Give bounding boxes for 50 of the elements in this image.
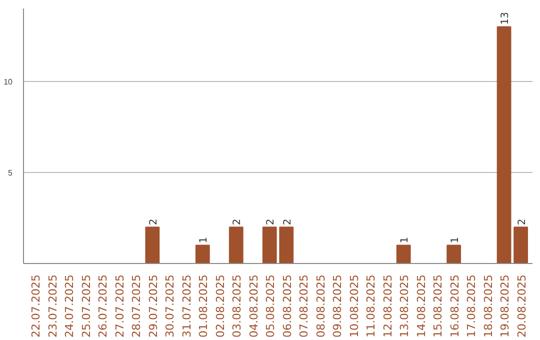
x-tick-label: 20.08.2025 <box>515 274 528 338</box>
data-label: 13 <box>500 12 512 25</box>
x-tick-label: 01.08.2025 <box>197 274 210 338</box>
x-tick-label: 31.07.2025 <box>180 274 194 338</box>
data-label: 2 <box>266 218 277 226</box>
x-tick-label: 06.08.2025 <box>280 274 294 338</box>
x-tick-label: 22.07.2025 <box>30 274 43 338</box>
data-label: 1 <box>198 236 210 244</box>
x-tick-label: 03.08.2025 <box>230 274 244 338</box>
x-tick-label: 28.07.2025 <box>130 274 144 338</box>
x-tick-label: 10.08.2025 <box>348 274 361 338</box>
bar <box>195 244 210 264</box>
x-tick-label: 16.08.2025 <box>448 274 462 338</box>
x-tick-label: 24.07.2025 <box>63 274 76 338</box>
bar <box>228 226 244 264</box>
x-tick-label: 19.08.2025 <box>498 274 512 338</box>
data-label: 2 <box>516 218 528 226</box>
data-label: 2 <box>282 218 294 226</box>
x-tick-label: 14.08.2025 <box>414 274 428 338</box>
data-label: 2 <box>148 218 160 226</box>
bar <box>262 226 277 264</box>
x-tick-label: 05.08.2025 <box>264 274 278 338</box>
y-tick-label: 5 <box>8 168 14 178</box>
data-label: 2 <box>232 218 244 226</box>
x-tick-label: 26.07.2025 <box>96 274 110 338</box>
x-tick-label: 17.08.2025 <box>465 274 478 338</box>
x-tick-label: 11.08.2025 <box>364 274 378 338</box>
x-tick-label: 18.08.2025 <box>482 274 495 338</box>
data-label: 1 <box>450 236 461 244</box>
y-tick-label: 10 <box>4 77 14 86</box>
bar <box>496 26 512 264</box>
x-tick-label: 30.07.2025 <box>164 274 177 338</box>
bar <box>446 244 462 264</box>
bar <box>145 226 160 264</box>
x-tick-label: 08.08.2025 <box>314 274 328 338</box>
x-tick-label: 09.08.2025 <box>331 274 344 338</box>
x-tick-label: 04.08.2025 <box>247 274 260 338</box>
x-tick-label: 02.08.2025 <box>214 274 227 338</box>
bar <box>396 244 411 264</box>
x-tick-label: 13.08.2025 <box>398 274 412 338</box>
x-tick-label: 12.08.2025 <box>381 274 394 338</box>
data-label: 1 <box>400 236 411 244</box>
bar <box>279 226 294 264</box>
x-tick-label: 23.07.2025 <box>46 274 60 338</box>
x-tick-label: 07.08.2025 <box>298 274 311 338</box>
x-tick-label: 27.07.2025 <box>113 274 126 338</box>
x-tick-label: 15.08.2025 <box>432 274 445 338</box>
x-tick-label: 25.07.2025 <box>80 274 93 338</box>
bar <box>514 226 528 264</box>
x-tick-label: 29.07.2025 <box>146 274 160 338</box>
